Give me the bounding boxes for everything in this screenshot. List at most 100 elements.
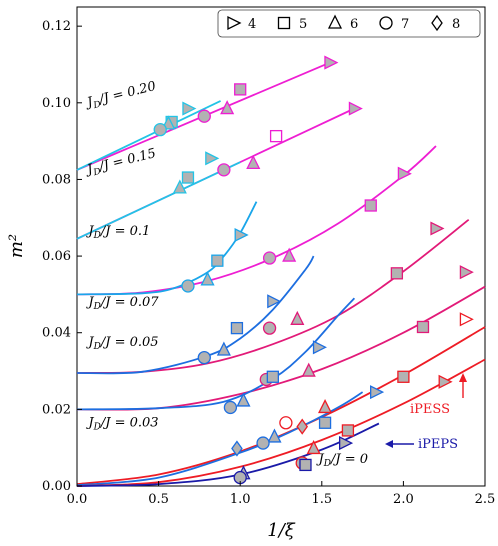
- curve: [76, 391, 364, 487]
- data-point-square: [318, 416, 332, 429]
- ipeps-label-group: iPEPS: [385, 437, 458, 452]
- ipeps-label: iPEPS: [418, 437, 458, 452]
- curve-label: JD/J = 0.03: [85, 416, 158, 433]
- plot-area-frame: [76, 6, 486, 487]
- ipess-label: iPESS: [410, 402, 450, 417]
- data-point-square: [397, 370, 410, 383]
- data-point-square: [266, 370, 279, 383]
- data-point-circle: [197, 350, 211, 365]
- data-point-tri-up: [318, 398, 333, 414]
- curve: [76, 201, 258, 296]
- curve: [76, 358, 486, 487]
- data-points: [153, 55, 474, 485]
- data-point-tri-up: [172, 179, 187, 194]
- x-tick-label: 2.5: [475, 492, 496, 507]
- curve-label: JD/J = 0.1: [85, 224, 150, 241]
- curve: [76, 161, 241, 240]
- data-point-circle: [153, 122, 167, 137]
- data-point-circle: [256, 436, 270, 450]
- data-point-tri-up: [267, 428, 282, 443]
- curve: [76, 255, 315, 375]
- y-tick-label: 0.12: [42, 19, 71, 34]
- curve-label: JD/J = 0: [316, 452, 368, 469]
- data-point-circle: [197, 109, 211, 123]
- data-point-tri-right: [205, 151, 220, 166]
- curve-label: JD/J = 0.07: [85, 295, 159, 312]
- y-tick-label: 0.10: [42, 96, 71, 111]
- y-tick-label: 0.08: [42, 172, 71, 187]
- data-point-square: [230, 321, 244, 335]
- data-point-square: [269, 129, 283, 143]
- data-point-tri-right: [370, 385, 385, 400]
- data-point-circle: [279, 416, 293, 430]
- data-point-tri-up: [301, 362, 316, 377]
- data-point-tri-up: [290, 310, 305, 325]
- data-point-tri-up: [220, 100, 235, 115]
- axis-ticks: 0.0 0.5 1.0 1.5 2.0 2.5 0.00 0.02 0.04 0.06 0.08 0.…: [42, 19, 495, 507]
- legend-label: 5: [299, 17, 307, 32]
- data-point-tri-right: [324, 55, 339, 70]
- data-point-square: [234, 83, 247, 96]
- data-point-square: [341, 424, 355, 437]
- data-point-square: [181, 171, 195, 184]
- ipess-label-group: iPESS: [410, 373, 467, 417]
- x-axis-label: 1/ξ: [267, 520, 296, 541]
- legend-marker-triangle-right: [227, 15, 242, 31]
- data-point-circle: [262, 321, 277, 335]
- data-point-tri-up: [282, 247, 297, 262]
- curve: [76, 100, 221, 171]
- ipess-arrowhead: [459, 373, 467, 382]
- data-point-circle: [181, 279, 195, 293]
- legend-box: [217, 9, 481, 38]
- data-point-diamond: [296, 418, 309, 435]
- data-point-tri-up: [216, 341, 231, 356]
- data-point-tri-right: [234, 227, 249, 243]
- x-tick-label: 1.5: [311, 492, 332, 507]
- data-point-tri-right: [338, 436, 354, 451]
- curve-label: JD/J = 0.05: [85, 335, 158, 352]
- legend-marker-circle: [379, 16, 393, 30]
- legend-marker-square: [277, 16, 291, 30]
- data-point-tri-right: [397, 166, 412, 181]
- y-tick-label: 0.00: [42, 479, 71, 494]
- legend-marker-diamond: [431, 14, 443, 32]
- curve-label: JD/J = 0.20: [83, 79, 158, 113]
- legend-label: 7: [401, 17, 409, 32]
- data-point-square: [364, 199, 377, 212]
- y-tick-label: 0.06: [42, 249, 71, 264]
- curve: [76, 297, 356, 411]
- data-point-tri-up: [306, 439, 321, 455]
- y-tick-label: 0.04: [42, 326, 71, 341]
- y-tick-label: 0.02: [42, 402, 71, 417]
- legend-label: 4: [248, 17, 256, 32]
- data-point-tri-right: [459, 265, 474, 280]
- data-point-tri-right: [348, 101, 363, 116]
- data-point-square: [390, 267, 404, 280]
- data-point-tri-right: [438, 374, 453, 389]
- data-point-square: [211, 254, 224, 267]
- x-tick-label: 2.0: [393, 492, 414, 507]
- data-point-square: [299, 458, 312, 472]
- data-point-tri-right: [430, 221, 445, 236]
- legend-label: 6: [350, 17, 358, 32]
- legend-label: 8: [452, 17, 460, 32]
- data-point-tri-right: [312, 340, 327, 355]
- legend: 4 5 6 7 8: [217, 9, 481, 38]
- data-point-tri-right: [182, 101, 197, 116]
- data-point-circle: [217, 163, 231, 177]
- legend-items: 4 5 6 7 8: [227, 14, 460, 32]
- data-point-tri-right: [267, 294, 282, 309]
- ipeps-arrowhead: [385, 440, 393, 448]
- curves: [76, 61, 486, 487]
- data-point-diamond: [231, 440, 243, 457]
- data-point-tri-up: [200, 271, 215, 286]
- data-point-circle: [223, 400, 238, 415]
- data-point-square: [416, 320, 430, 334]
- y-axis-label: m²: [6, 234, 27, 258]
- x-tick-label: 0.5: [148, 492, 169, 507]
- legend-marker-triangle-up: [327, 14, 343, 29]
- x-tick-label: 0.0: [67, 492, 88, 507]
- data-point-tri-up: [246, 154, 261, 169]
- data-point-tri-right: [459, 312, 474, 327]
